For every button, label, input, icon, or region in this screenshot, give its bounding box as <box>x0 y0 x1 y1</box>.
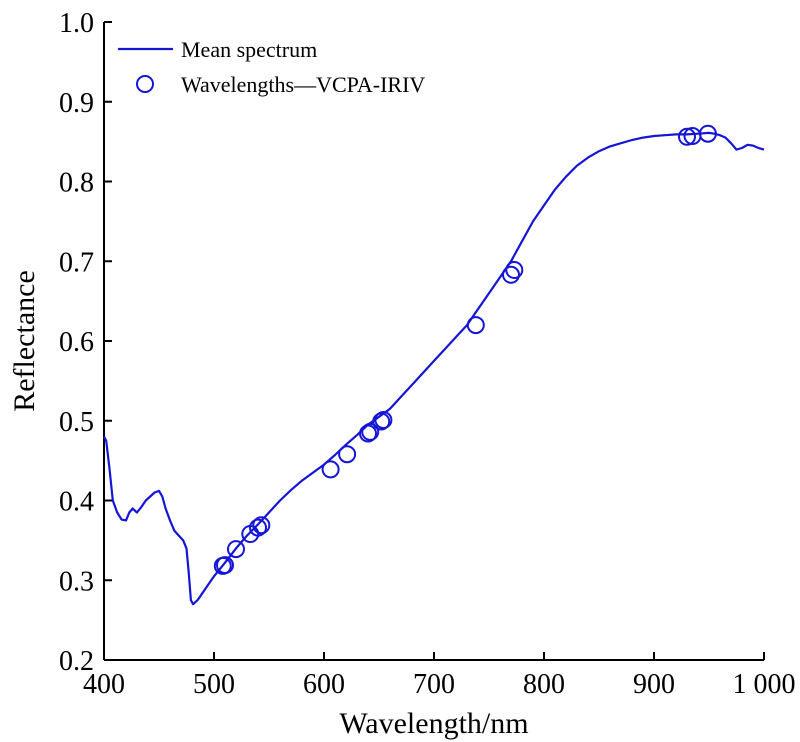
y-tick-label: 0.2 <box>59 646 94 677</box>
x-ticks: 400 500 600 700 800 900 1 000 <box>83 652 796 700</box>
scatter-point <box>698 124 717 143</box>
y-tick-label: 0.8 <box>59 168 94 199</box>
legend-marker-swatch <box>136 75 154 93</box>
scatter-point <box>252 516 271 535</box>
legend-label-mean-spectrum: Mean spectrum <box>181 37 317 62</box>
y-tick-label: 0.6 <box>59 327 94 358</box>
y-tick-label: 0.4 <box>59 487 94 518</box>
scatter-point <box>505 261 524 279</box>
scatter-point <box>249 518 267 537</box>
x-tick-label: 600 <box>303 669 345 700</box>
legend: Mean spectrum Wavelengths—VCPA-IRIV <box>118 37 425 97</box>
scatter-point <box>361 422 380 441</box>
y-axis-title: Reflectance <box>8 270 41 412</box>
x-tick-label: 800 <box>523 669 565 700</box>
x-tick-label: 400 <box>83 669 125 700</box>
scatter-point <box>321 460 340 479</box>
y-tick-label: 1.0 <box>59 8 94 39</box>
series-line-mean-spectrum <box>103 131 765 606</box>
x-tick-label: 900 <box>633 669 675 700</box>
scatter-point <box>502 265 520 284</box>
scatter-point <box>216 556 234 575</box>
y-ticks: 0.2 0.3 0.4 0.5 0.6 0.7 0.8 0.9 1.0 <box>59 8 112 677</box>
y-tick-label: 0.5 <box>59 407 94 438</box>
scatter-point <box>374 411 393 429</box>
marker-group <box>213 124 717 575</box>
scatter-point <box>466 316 485 335</box>
y-tick-label: 0.3 <box>59 566 94 597</box>
y-tick-label: 0.7 <box>59 247 94 278</box>
scatter-point <box>338 445 357 464</box>
scatter-point <box>372 412 391 431</box>
scatter-point <box>227 540 245 559</box>
x-tick-label: 500 <box>193 669 235 700</box>
x-tick-label: 1 000 <box>733 669 796 700</box>
legend-label-wavelengths: Wavelengths—VCPA-IRIV <box>181 72 425 97</box>
scatter-point <box>359 424 377 443</box>
scatter-point <box>678 127 696 146</box>
plot-area: 400 500 600 700 800 900 1 000 0.20.30.40.50.60… <box>59 8 796 700</box>
x-tick-label: 700 <box>413 669 455 700</box>
x-axis-title: Wavelength/nm <box>339 707 528 740</box>
y-tick-label: 0.9 <box>59 88 94 119</box>
